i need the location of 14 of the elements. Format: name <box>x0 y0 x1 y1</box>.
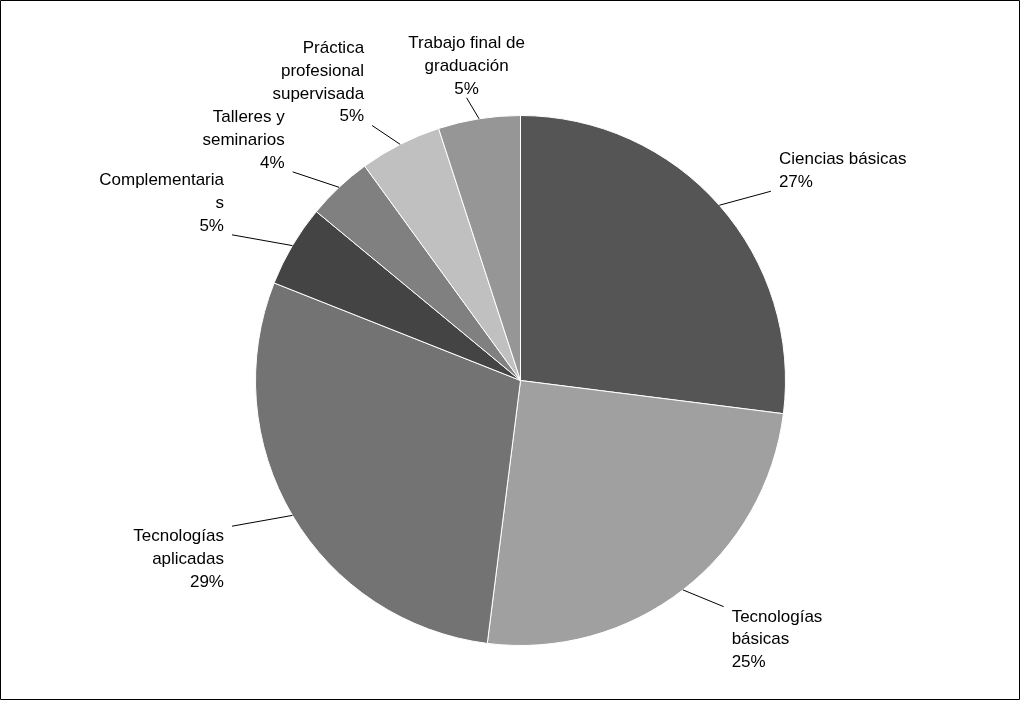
data-label: 5% <box>199 215 224 235</box>
slice-label: Práctica profesional supervisada <box>272 38 365 103</box>
slice-label: Tecnologías aplicadas <box>133 526 224 568</box>
data-label: 4% <box>260 152 285 172</box>
slice-label: Ciencias básicas <box>778 149 907 169</box>
slice-label: Talleres y seminarios <box>202 107 286 150</box>
data-label: 27% <box>778 172 813 192</box>
slice-label: Complementaria s <box>99 170 225 213</box>
data-label: 5% <box>454 78 479 98</box>
data-label: 29% <box>189 571 224 591</box>
slice-label: Trabajo final de graduación <box>408 33 525 76</box>
slice-label: Tecnologías básicas <box>731 606 823 649</box>
data-label: 5% <box>339 106 365 126</box>
data-label: 25% <box>731 652 766 672</box>
